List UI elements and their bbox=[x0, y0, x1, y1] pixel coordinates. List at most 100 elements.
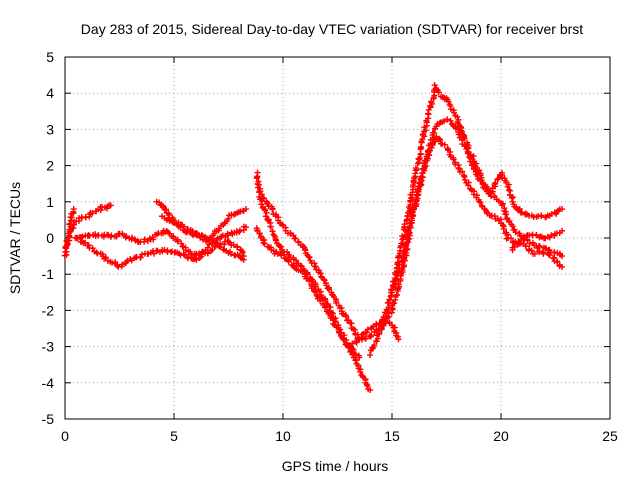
data-point bbox=[476, 167, 483, 174]
data-point bbox=[478, 202, 485, 209]
data-point bbox=[559, 227, 566, 234]
data-series bbox=[74, 234, 247, 270]
data-point bbox=[169, 218, 176, 225]
data-point bbox=[526, 240, 533, 247]
y-tick-label: 5 bbox=[46, 49, 54, 65]
data-point bbox=[269, 206, 276, 213]
data-point bbox=[262, 213, 269, 220]
data-point bbox=[225, 215, 232, 222]
data-point bbox=[321, 304, 328, 311]
data-point bbox=[500, 225, 507, 232]
data-point bbox=[523, 232, 530, 239]
data-point bbox=[395, 336, 402, 343]
data-point bbox=[536, 243, 543, 250]
data-point bbox=[422, 127, 429, 134]
data-point bbox=[409, 217, 416, 224]
data-point bbox=[359, 334, 366, 341]
data-point bbox=[494, 176, 501, 183]
data-point bbox=[509, 223, 516, 230]
y-tick-label: 1 bbox=[46, 194, 54, 210]
data-point bbox=[345, 317, 352, 324]
data-point bbox=[447, 117, 454, 124]
data-point bbox=[341, 336, 348, 343]
data-point bbox=[431, 82, 438, 89]
data-point bbox=[370, 323, 377, 330]
data-point bbox=[420, 131, 427, 138]
data-point bbox=[74, 234, 81, 241]
data-point bbox=[401, 247, 408, 254]
data-point bbox=[362, 335, 369, 342]
data-point bbox=[517, 232, 524, 239]
data-point bbox=[402, 242, 409, 249]
y-tick-label: -4 bbox=[42, 375, 55, 391]
data-point bbox=[508, 235, 515, 242]
data-point bbox=[180, 251, 187, 258]
data-point bbox=[516, 205, 523, 212]
x-tick-label: 25 bbox=[602, 428, 618, 444]
data-point bbox=[477, 199, 484, 206]
data-point bbox=[403, 243, 410, 250]
data-point bbox=[356, 354, 363, 361]
data-point bbox=[538, 212, 545, 219]
data-series bbox=[61, 206, 77, 259]
data-point bbox=[278, 252, 285, 259]
data-series bbox=[159, 213, 247, 263]
data-point bbox=[239, 249, 246, 256]
data-point bbox=[459, 128, 465, 135]
data-point bbox=[89, 245, 96, 252]
data-point bbox=[322, 297, 329, 304]
data-point bbox=[364, 326, 371, 333]
x-tick-label: 20 bbox=[493, 428, 509, 444]
data-point bbox=[435, 89, 442, 96]
x-tick-label: 15 bbox=[384, 428, 400, 444]
data-point bbox=[306, 277, 313, 284]
data-point bbox=[317, 297, 324, 304]
data-point bbox=[331, 316, 338, 323]
y-tick-label: 3 bbox=[46, 121, 54, 137]
data-point bbox=[380, 313, 387, 320]
data-point bbox=[424, 155, 431, 162]
data-point bbox=[312, 288, 319, 295]
data-point bbox=[306, 254, 313, 261]
data-point bbox=[393, 291, 400, 298]
data-point bbox=[429, 129, 436, 136]
data-point bbox=[311, 288, 318, 295]
data-point bbox=[237, 254, 244, 261]
data-point bbox=[193, 256, 200, 263]
data-point bbox=[376, 329, 383, 336]
x-tick-label: 0 bbox=[61, 428, 69, 444]
data-point bbox=[240, 256, 247, 263]
data-point bbox=[242, 224, 249, 231]
y-tick-label: 4 bbox=[46, 85, 54, 101]
data-point bbox=[467, 186, 474, 193]
data-point bbox=[380, 322, 387, 329]
data-point bbox=[292, 235, 299, 242]
data-point bbox=[242, 206, 249, 213]
data-point bbox=[367, 352, 374, 359]
data-point bbox=[399, 233, 406, 240]
data-series bbox=[388, 133, 566, 296]
data-point bbox=[492, 180, 499, 187]
y-axis-title: SDTVAR / TECUs bbox=[7, 182, 23, 294]
data-point bbox=[206, 236, 213, 243]
data-point bbox=[320, 276, 327, 283]
data-point bbox=[412, 165, 419, 172]
data-point bbox=[225, 232, 232, 239]
data-point bbox=[444, 116, 451, 123]
y-tick-label: 2 bbox=[46, 158, 54, 174]
data-point bbox=[119, 261, 126, 268]
axis-ticks: 0 5 10 15 20 25 -5 -4 -3 -2 -1 0 1 2 3 4 5 bbox=[42, 49, 618, 444]
data-point bbox=[388, 309, 395, 316]
data-point bbox=[343, 313, 350, 320]
data-point bbox=[107, 202, 114, 209]
data-point bbox=[93, 249, 100, 256]
data-point bbox=[204, 249, 211, 256]
data-point bbox=[470, 153, 477, 160]
data-point bbox=[441, 118, 448, 125]
data-series bbox=[509, 227, 566, 254]
data-point bbox=[102, 254, 109, 261]
data-point bbox=[227, 250, 234, 257]
data-point bbox=[198, 251, 205, 258]
data-series bbox=[367, 82, 566, 359]
